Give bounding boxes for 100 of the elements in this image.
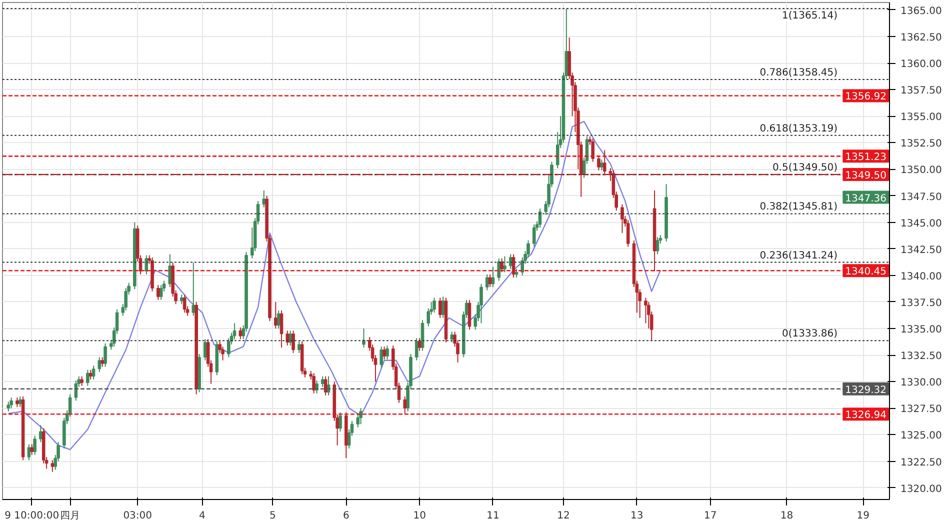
- candlestick: [497, 258, 501, 282]
- ref-line-label: 0.5(1349.50): [772, 162, 838, 174]
- y-tick-label: 1325.00: [900, 430, 942, 442]
- candlestick: [262, 190, 266, 208]
- candlestick: [468, 299, 472, 330]
- candlestick: [92, 365, 96, 380]
- candlestick: [320, 376, 324, 388]
- y-tick-label: 1330.00: [900, 378, 942, 389]
- candlestick: [591, 138, 594, 162]
- candlestick: [156, 284, 160, 300]
- x-tick-label: 5: [270, 510, 276, 522]
- ref-line-label: 0.382(1345.81): [760, 202, 838, 213]
- candlestick: [312, 372, 316, 394]
- candlestick: [74, 380, 78, 402]
- candlestick: [597, 154, 600, 171]
- candlestick: [359, 408, 362, 425]
- y-tick-label: 1342.50: [900, 244, 942, 256]
- candlestick: [10, 397, 13, 409]
- annotation: 1347.36: [845, 193, 887, 204]
- candlestick: [403, 396, 407, 414]
- candlestick: [16, 397, 19, 408]
- candlestick: [39, 424, 42, 443]
- candlestick: [204, 338, 207, 361]
- ref-line-label: 0.786(1358.45): [760, 67, 838, 78]
- x-tick-label: 17: [704, 510, 717, 522]
- candlestick: [104, 342, 107, 368]
- candlestick: [324, 376, 328, 396]
- candlestick: [438, 297, 442, 318]
- x-tick-label: 03:00: [123, 510, 152, 522]
- y-tick-label: 1352.50: [900, 138, 942, 150]
- x-tick-label: 18: [780, 510, 794, 522]
- candlestick: [532, 224, 536, 248]
- ref-line-label: 0(1333.86): [782, 328, 838, 340]
- candlestick: [450, 331, 454, 343]
- candlestick: [488, 274, 492, 288]
- candlestick: [144, 254, 148, 275]
- candlestick: [626, 220, 630, 248]
- candlestick: [192, 262, 196, 316]
- ref-line-label: 1(1365.14): [782, 10, 838, 22]
- x-tick-label: 4: [199, 510, 206, 522]
- candlestick: [27, 444, 31, 461]
- candlestick: [382, 346, 386, 360]
- ref-line-label: 1356.92: [845, 92, 887, 103]
- ref-line-label: 1351.23: [845, 152, 887, 164]
- y-tick-label: 1335.00: [900, 324, 942, 336]
- candlestick: [338, 412, 342, 432]
- candlestick: [88, 369, 92, 380]
- ref-line-label: 1326.94: [845, 410, 887, 422]
- y-tick-label: 1332.50: [900, 351, 942, 362]
- y-tick-label: 1345.00: [900, 218, 942, 230]
- x-tick-label: 12: [557, 510, 570, 522]
- candlestick: [414, 338, 418, 361]
- candlestick: [30, 444, 34, 456]
- candlestick: [98, 356, 102, 373]
- candlestick: [80, 376, 84, 386]
- ref-line-label: 1329.32: [845, 384, 887, 396]
- y-tick-label: 1337.50: [900, 298, 942, 309]
- candlestick: [620, 204, 624, 234]
- candlestick: [238, 326, 242, 340]
- candlestick: [380, 346, 384, 368]
- candlestick: [503, 256, 506, 273]
- candlestick: [362, 328, 366, 348]
- candlestick: [50, 460, 54, 472]
- ref-line-label: 0.236(1341.24): [760, 250, 838, 262]
- ref-line-label: 1340.45: [845, 266, 887, 278]
- candlestick: [33, 435, 36, 456]
- x-tick-label: 19: [856, 510, 870, 522]
- y-tick-label: 1350.00: [900, 165, 942, 176]
- x-tick-label: 6: [342, 510, 350, 522]
- x-tick-label: 四月: [60, 510, 80, 522]
- y-tick-label: 1362.50: [900, 32, 942, 44]
- y-tick-label: 1365.00: [900, 6, 942, 17]
- candlestick: [274, 301, 278, 330]
- candlestick: [159, 284, 163, 300]
- y-tick-label: 1340.00: [900, 271, 942, 282]
- y-tick-label: 1320.00: [900, 484, 942, 495]
- candlestick: [6, 401, 10, 412]
- candlestick: [182, 294, 186, 314]
- candlestick: [602, 150, 606, 176]
- candlestick: [280, 310, 284, 348]
- candlestick: [485, 274, 489, 291]
- ref-line-label: 0.618(1353.19): [760, 123, 838, 134]
- ref-line-label: 1349.50: [845, 170, 887, 182]
- candlestick: [480, 283, 483, 324]
- y-tick-label: 1357.50: [900, 86, 942, 97]
- y-tick-label: 1360.00: [900, 59, 942, 70]
- candlestick: [292, 330, 295, 354]
- candlestick: [86, 369, 90, 386]
- x-tick-label: 11: [486, 510, 500, 522]
- candlestick: [100, 356, 104, 368]
- y-tick-label: 1355.00: [900, 112, 942, 124]
- y-tick-label: 1322.50: [900, 457, 942, 468]
- x-tick-label: 9 10:00:00: [4, 510, 60, 522]
- candlestick: [286, 330, 290, 346]
- x-tick-label: 13: [630, 510, 644, 522]
- candlestick: [512, 254, 516, 278]
- candlestick: [432, 297, 436, 314]
- x-tick-label: 10: [413, 510, 426, 522]
- candlestick: [298, 340, 301, 354]
- y-tick-label: 1327.50: [900, 404, 942, 416]
